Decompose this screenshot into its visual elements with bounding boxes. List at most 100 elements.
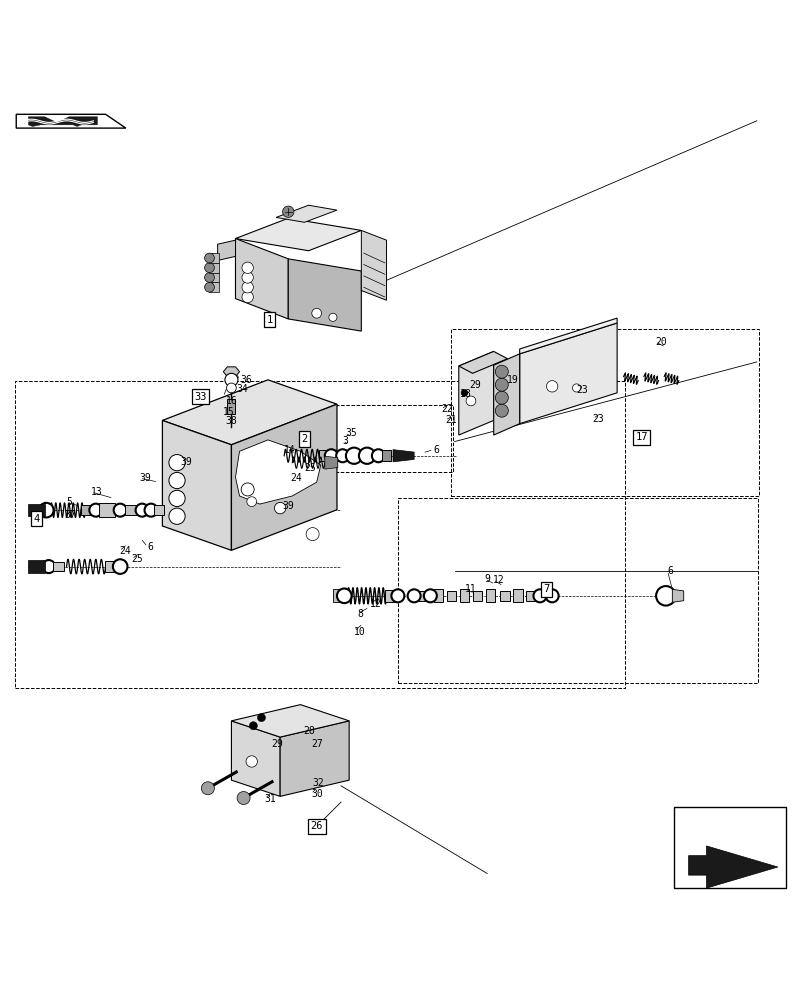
Circle shape (204, 282, 214, 292)
Polygon shape (458, 351, 493, 435)
Polygon shape (519, 318, 616, 354)
Text: 29: 29 (469, 380, 480, 390)
Polygon shape (223, 367, 239, 377)
Text: 17: 17 (634, 432, 647, 442)
Bar (450, 329, 758, 496)
Circle shape (114, 504, 127, 517)
Bar (154, 505, 164, 515)
Text: 6: 6 (667, 566, 672, 576)
Text: 30: 30 (311, 789, 322, 799)
Circle shape (242, 282, 253, 293)
Text: 33: 33 (194, 392, 207, 402)
Circle shape (495, 391, 508, 404)
Bar (446, 591, 456, 601)
Polygon shape (333, 589, 345, 602)
Bar (15, 381, 624, 688)
Bar (513, 589, 522, 602)
Text: 20: 20 (654, 337, 666, 347)
Polygon shape (458, 351, 507, 373)
Circle shape (423, 589, 436, 602)
Circle shape (204, 273, 214, 282)
Circle shape (371, 449, 384, 462)
Polygon shape (162, 380, 337, 445)
Polygon shape (393, 450, 414, 462)
Text: 16: 16 (225, 396, 237, 406)
Text: 29: 29 (271, 739, 282, 749)
Circle shape (328, 313, 337, 321)
Polygon shape (276, 205, 337, 222)
Bar (53, 562, 64, 571)
Text: 38: 38 (225, 416, 237, 426)
Circle shape (201, 782, 214, 795)
Polygon shape (235, 440, 320, 504)
Text: 10: 10 (354, 627, 365, 637)
Circle shape (247, 497, 256, 506)
Bar (125, 505, 138, 515)
Text: 22: 22 (440, 404, 452, 414)
Text: 26: 26 (310, 821, 323, 831)
Polygon shape (280, 721, 349, 796)
Circle shape (204, 263, 214, 273)
Polygon shape (209, 282, 219, 292)
Polygon shape (493, 354, 519, 435)
Circle shape (144, 504, 157, 517)
Polygon shape (672, 589, 683, 602)
Circle shape (169, 508, 185, 524)
Text: 37: 37 (64, 510, 75, 520)
Text: 6: 6 (433, 445, 439, 455)
Circle shape (546, 381, 557, 392)
Text: 28: 28 (303, 726, 315, 736)
Text: 27: 27 (311, 739, 322, 749)
Text: 31: 31 (264, 794, 276, 804)
Bar (105, 561, 116, 572)
Circle shape (257, 714, 265, 722)
Circle shape (358, 448, 375, 464)
Text: 13: 13 (91, 487, 102, 497)
Circle shape (533, 589, 546, 602)
Circle shape (282, 206, 294, 217)
Polygon shape (28, 560, 45, 573)
Bar (417, 591, 427, 601)
Text: 25: 25 (304, 463, 315, 473)
Polygon shape (231, 721, 280, 796)
Circle shape (89, 504, 102, 517)
Text: 39: 39 (282, 501, 294, 511)
Text: 21: 21 (444, 415, 456, 425)
Circle shape (241, 483, 254, 496)
Text: 24: 24 (119, 546, 131, 556)
Text: 8: 8 (357, 609, 363, 619)
Bar (472, 591, 482, 601)
Circle shape (572, 384, 580, 392)
Text: 19: 19 (506, 375, 517, 385)
Polygon shape (324, 456, 337, 469)
Bar (500, 591, 509, 601)
Polygon shape (235, 218, 361, 251)
Circle shape (655, 586, 675, 606)
Bar (397, 498, 757, 683)
Circle shape (237, 792, 250, 804)
Circle shape (311, 308, 321, 318)
Circle shape (169, 472, 185, 489)
Text: 9: 9 (484, 574, 490, 584)
Circle shape (337, 589, 351, 603)
Bar (319, 450, 330, 461)
Circle shape (495, 378, 508, 391)
Bar (298, 405, 453, 472)
Bar (433, 589, 443, 602)
Polygon shape (688, 846, 777, 888)
Polygon shape (209, 253, 219, 263)
Circle shape (242, 272, 253, 283)
Text: 32: 32 (312, 778, 324, 788)
Bar (384, 590, 397, 601)
Circle shape (204, 253, 214, 263)
Text: 15: 15 (223, 407, 234, 417)
Bar (81, 505, 94, 515)
Circle shape (246, 756, 257, 767)
Text: 39: 39 (139, 473, 151, 483)
Circle shape (226, 383, 236, 393)
Text: 12: 12 (492, 575, 504, 585)
Text: 23: 23 (592, 414, 603, 424)
Bar (227, 399, 235, 414)
Circle shape (391, 589, 404, 602)
Polygon shape (361, 230, 386, 300)
